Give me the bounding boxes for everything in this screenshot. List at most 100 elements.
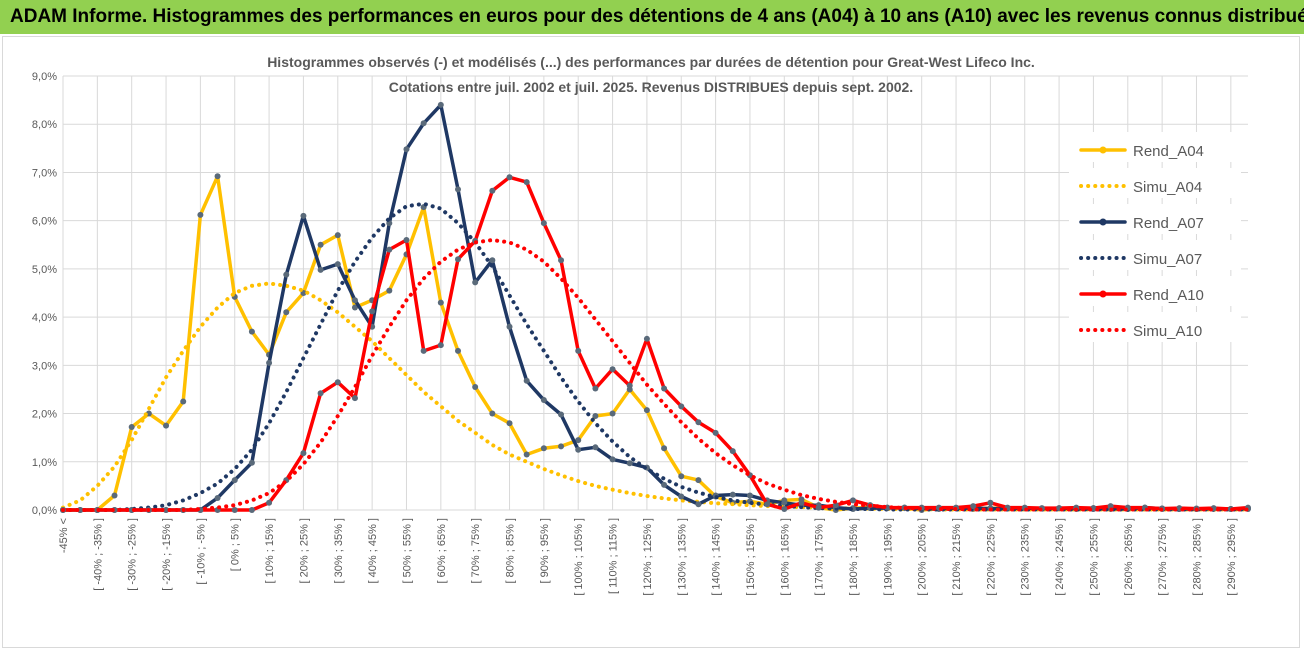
x-tick-label: [ 80% ; 85% ] (505, 518, 517, 583)
x-tick-label: [ -20% ; -15% ] (161, 518, 173, 591)
data-point (163, 422, 170, 429)
x-axis: -45% < [ -40% ; -35% ] [ -30% ; -25% ] [ -2… (58, 518, 1238, 596)
legend-label: Simu_A10 (1133, 323, 1202, 340)
legend: Rend_A04 Simu_A04 Rend_A07 Simu_A07 Rend_A10… (1069, 132, 1241, 342)
chart-subtitle: Cotations entre juil. 2002 et juil. 2025… (389, 79, 913, 95)
data-point (489, 187, 496, 194)
x-tick-label: [ -10% ; -5% ] (195, 518, 207, 585)
data-point (558, 257, 565, 264)
data-point (386, 287, 393, 294)
data-point (420, 347, 427, 354)
data-point (678, 473, 685, 480)
x-tick-label: [ 230% ; 235% ] (1020, 518, 1032, 596)
data-point (231, 507, 238, 513)
y-tick-label: 8,0% (32, 119, 57, 131)
y-tick-label: 7,0% (32, 167, 57, 179)
data-point (248, 459, 255, 466)
x-tick-label: [ 130% ; 135% ] (676, 518, 688, 596)
x-tick-label: [ 20% ; 25% ] (298, 518, 310, 583)
data-point (420, 120, 427, 127)
data-point (248, 507, 255, 513)
legend-marker (1099, 146, 1107, 154)
x-tick-label: [ 280% ; 285% ] (1191, 518, 1203, 596)
legend-marker (1099, 290, 1107, 298)
data-point (386, 246, 393, 253)
data-point (163, 507, 170, 513)
data-point (351, 297, 358, 304)
data-point (506, 174, 513, 181)
data-point (317, 390, 324, 397)
legend-label: Rend_A04 (1133, 143, 1204, 160)
legend-label: Simu_A04 (1133, 179, 1202, 196)
x-tick-label: [ 150% ; 155% ] (745, 518, 757, 596)
data-point (540, 220, 547, 227)
x-tick-label: [ 140% ; 145% ] (711, 518, 723, 596)
data-point (575, 437, 582, 444)
data-point (489, 257, 496, 264)
data-point (334, 232, 341, 239)
data-point (351, 395, 358, 402)
data-point (506, 420, 513, 427)
x-tick-label: [ 240% ; 245% ] (1054, 518, 1066, 596)
data-point (317, 241, 324, 248)
data-point (832, 502, 839, 509)
data-point (128, 424, 135, 431)
data-point (661, 445, 668, 452)
x-tick-label: [ 270% ; 275% ] (1157, 518, 1169, 596)
data-point (369, 308, 376, 315)
data-point (815, 504, 822, 511)
y-tick-label: 9,0% (32, 71, 57, 83)
legend-bg (1069, 132, 1241, 162)
y-tick-label: 1,0% (32, 457, 57, 469)
data-point (472, 384, 479, 391)
data-point (592, 444, 599, 451)
x-tick-label: [ 40% ; 45% ] (367, 518, 379, 583)
data-point (661, 385, 668, 392)
legend-label: Rend_A07 (1133, 215, 1204, 232)
data-point (248, 328, 255, 335)
data-point (455, 186, 461, 193)
data-point (695, 501, 702, 508)
series-line-rend-a10 (61, 175, 1250, 512)
data-point (455, 347, 461, 354)
data-point (403, 146, 410, 153)
data-point (729, 491, 736, 498)
data-point (661, 481, 668, 488)
data-point (197, 211, 204, 218)
x-tick-label: [ 120% ; 125% ] (642, 518, 654, 596)
legend-bg (1069, 240, 1241, 270)
data-point (729, 448, 736, 455)
x-tick-label: [ 160% ; 165% ] (779, 518, 791, 596)
data-point (575, 347, 582, 354)
y-tick-label: 0,0% (32, 505, 57, 517)
legend-label: Simu_A07 (1133, 251, 1202, 268)
x-tick-label: [ 70% ; 75% ] (470, 518, 482, 583)
y-tick-label: 3,0% (32, 360, 57, 372)
data-point (77, 507, 84, 513)
data-point (300, 450, 307, 457)
banner-title: ADAM Informe. Histogrammes des performan… (10, 6, 1304, 27)
data-point (850, 497, 856, 504)
data-point (317, 266, 324, 273)
x-tick-label: [ 50% ; 55% ] (401, 518, 413, 583)
data-point (266, 499, 273, 506)
x-tick-label: [ 30% ; 35% ] (333, 518, 345, 583)
data-point (540, 397, 547, 404)
data-point (643, 335, 650, 342)
data-point (626, 460, 633, 467)
y-tick-label: 6,0% (32, 216, 57, 228)
data-point (180, 398, 187, 405)
data-point (437, 101, 444, 108)
y-tick-label: 5,0% (32, 264, 57, 276)
data-point (266, 359, 273, 366)
x-tick-label: [ 110% ; 115% ] (608, 518, 620, 594)
legend-bg (1069, 204, 1241, 234)
legend-bg (1069, 312, 1241, 342)
data-point (678, 403, 685, 410)
legend-marker (1099, 218, 1107, 226)
x-tick-label: [ 200% ; 205% ] (917, 518, 929, 596)
x-tick-label: [ 100% ; 105% ] (573, 518, 585, 596)
data-point (300, 212, 307, 219)
data-point (695, 477, 702, 484)
data-point (678, 493, 685, 500)
